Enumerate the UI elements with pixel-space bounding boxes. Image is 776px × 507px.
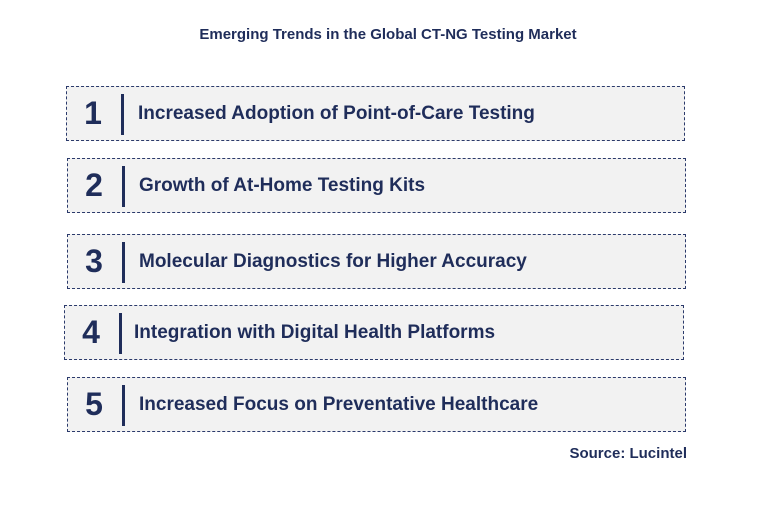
source-note: Source: Lucintel	[569, 445, 687, 462]
trend-number: 2	[85, 167, 103, 203]
trend-divider	[121, 94, 124, 135]
trend-number: 1	[84, 95, 102, 131]
diagram-title: Emerging Trends in the Global CT-NG Test…	[199, 26, 577, 43]
trend-divider	[122, 166, 125, 207]
trend-label: Integration with Digital Health Platform…	[134, 321, 496, 343]
trend-label: Growth of At-Home Testing Kits	[139, 174, 426, 196]
trend-item-5: 5 Increased Focus on Preventative Health…	[67, 377, 686, 432]
trend-label: Increased Focus on Preventative Healthca…	[139, 393, 539, 415]
trend-label: Increased Adoption of Point-of-Care Test…	[138, 102, 535, 124]
trend-number: 3	[85, 243, 103, 279]
trend-number: 4	[82, 314, 100, 350]
trend-divider	[119, 313, 122, 354]
trend-item-4: 4 Integration with Digital Health Platfo…	[64, 305, 684, 360]
trend-item-1: 1 Increased Adoption of Point-of-Care Te…	[66, 86, 685, 141]
trend-divider	[122, 385, 125, 426]
trend-item-3: 3 Molecular Diagnostics for Higher Accur…	[67, 234, 686, 289]
trend-label: Molecular Diagnostics for Higher Accurac…	[139, 250, 527, 272]
trend-item-2: 2 Growth of At-Home Testing Kits	[67, 158, 686, 213]
trend-number: 5	[85, 386, 103, 422]
trend-divider	[122, 242, 125, 283]
